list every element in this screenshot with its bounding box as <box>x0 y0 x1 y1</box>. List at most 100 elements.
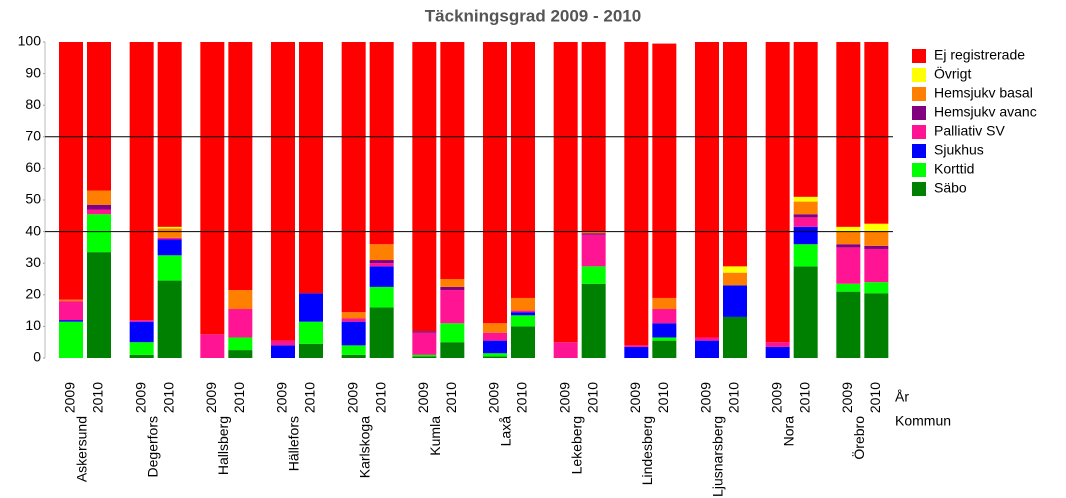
bar-segment <box>483 356 507 358</box>
bar-segment <box>369 42 394 245</box>
bar-segment <box>369 263 394 267</box>
group-label: Ljusnarsberg <box>710 416 726 497</box>
bar-segment <box>412 332 437 355</box>
x-tick-label: 2009 <box>203 382 219 413</box>
bar-segment <box>228 42 253 291</box>
x-tick-label: 2010 <box>372 382 388 413</box>
bar-segment <box>369 266 394 287</box>
bar-segment <box>87 190 111 205</box>
y-tick-label: 30 <box>25 254 41 270</box>
bar-segment <box>581 234 606 267</box>
bar-segment <box>228 290 253 310</box>
legend-swatch <box>912 106 926 120</box>
bar-segment <box>624 345 649 347</box>
bar-segment <box>129 42 154 321</box>
bar-segment <box>793 217 818 227</box>
bar-segment <box>129 342 154 355</box>
bar-segment <box>581 233 606 235</box>
bar-segment <box>59 301 83 321</box>
x-tick-label: 2010 <box>867 382 883 413</box>
bar-segment <box>723 285 747 317</box>
bar-segment <box>440 286 465 291</box>
bar-segment <box>483 340 507 354</box>
bar-segment <box>483 323 507 333</box>
bar-segment <box>652 297 677 310</box>
x-tick-label: 2009 <box>415 382 431 413</box>
legend-label: Övrigt <box>934 65 971 82</box>
group-label: Askersund <box>74 416 90 482</box>
bar-segment <box>271 345 295 358</box>
bar-segment <box>864 245 889 249</box>
legend-label: Palliativ SV <box>934 123 1005 139</box>
bar-segment <box>299 321 323 344</box>
bar-segment <box>271 42 295 341</box>
bar-segment <box>511 312 535 316</box>
bar-segment <box>157 226 182 229</box>
group-label: Örebro <box>850 416 867 460</box>
bar-segment <box>157 255 182 281</box>
bar-segment <box>299 343 323 358</box>
bar-segment <box>228 309 253 338</box>
bar-segment <box>581 231 606 234</box>
bar-segment <box>341 42 366 313</box>
bar-segment <box>836 226 861 232</box>
bar-segment <box>299 42 323 294</box>
x-axis-label: År <box>895 389 909 405</box>
y-tick-label: 50 <box>25 191 41 207</box>
bar-segment <box>87 252 111 358</box>
legend-swatch <box>912 49 926 63</box>
bar-segment <box>157 42 182 227</box>
x-tick-label: 2010 <box>726 382 742 413</box>
bar-segment <box>440 42 465 279</box>
bar-segment <box>341 318 366 322</box>
bar-segment <box>271 340 295 346</box>
group-label: Degerfors <box>144 416 160 477</box>
legend-swatch <box>912 87 926 101</box>
bar-segment <box>59 299 83 302</box>
bar-segment <box>723 266 747 273</box>
x-tick-label: 2009 <box>486 382 502 413</box>
bar-segment <box>341 312 366 319</box>
y-tick-label: 10 <box>25 317 41 333</box>
bar-segment <box>581 283 606 358</box>
bar-segment <box>652 323 677 338</box>
bar-segment <box>624 42 649 346</box>
x-tick-label: 2010 <box>514 382 530 413</box>
bar-segment <box>652 337 677 341</box>
legend-swatch <box>912 163 926 177</box>
group-label: Nora <box>780 416 796 447</box>
bar-segment <box>793 226 818 245</box>
bar-segment <box>793 42 818 197</box>
bar-segment <box>87 214 111 253</box>
x-tick-label: 2010 <box>90 382 106 413</box>
bar-segment <box>723 272 747 286</box>
x-tick-label: 2010 <box>231 382 247 413</box>
y-tick-label: 20 <box>25 286 41 302</box>
bar-segment <box>511 310 535 313</box>
bar-segment <box>341 354 366 358</box>
bar-segment <box>765 346 790 358</box>
x-tick-label: 2009 <box>768 382 784 413</box>
group-label: Kumla <box>427 416 443 456</box>
bar-segment <box>369 286 394 308</box>
bar-segment <box>59 320 83 322</box>
bar-segment <box>87 42 111 191</box>
bar-segment <box>864 42 889 224</box>
bar-segment <box>553 42 578 343</box>
y-tick-label: 100 <box>18 33 42 49</box>
bar-segment <box>200 42 225 335</box>
bar-segment <box>793 201 818 215</box>
legend-swatch <box>912 182 926 196</box>
x-tick-label: 2009 <box>132 382 148 413</box>
legend-label: Hemsjukv basal <box>934 85 1033 101</box>
x-tick-label: 2009 <box>556 382 572 413</box>
x-axis-label: Kommun <box>895 413 951 429</box>
group-label: Lindesberg <box>639 416 655 485</box>
bar-segment <box>511 326 535 358</box>
bar-segment <box>765 342 790 347</box>
group-label: Karlskoga <box>356 416 372 478</box>
x-tick-label: 2010 <box>655 382 671 413</box>
bar-segment <box>440 279 465 287</box>
group-label: Hallsberg <box>215 416 231 475</box>
